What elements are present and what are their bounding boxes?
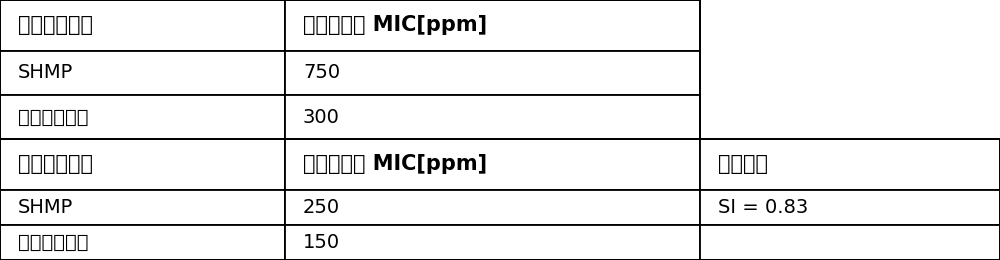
Bar [0, 0, 285, 51]
Text: 协同指数: 协同指数 [718, 154, 768, 174]
Bar [285, 190, 700, 225]
Text: 活性成分组合: 活性成分组合 [18, 154, 93, 174]
Bar [0, 190, 285, 225]
Text: 250: 250 [303, 198, 340, 217]
Bar [0, 51, 285, 95]
Bar [0, 139, 1000, 260]
Text: 单独活性成分: 单独活性成分 [18, 15, 93, 35]
Text: 150: 150 [303, 233, 340, 252]
Bar [285, 139, 700, 190]
Bar [285, 0, 700, 51]
Text: 一周之后的 MIC[ppm]: 一周之后的 MIC[ppm] [303, 15, 487, 35]
Text: 二碳酸二甲酯: 二碳酸二甲酯 [18, 233, 88, 252]
Bar [285, 51, 700, 95]
Bar [700, 190, 1000, 225]
Text: SHMP: SHMP [18, 198, 73, 217]
Bar [0, 139, 285, 190]
Bar [700, 139, 1000, 190]
Text: SHMP: SHMP [18, 63, 73, 82]
Text: 300: 300 [303, 107, 340, 127]
Bar [0, 0, 700, 139]
Bar [0, 95, 285, 139]
Text: 二碳酸二甲酯: 二碳酸二甲酯 [18, 107, 88, 127]
Text: SI = 0.83: SI = 0.83 [718, 198, 808, 217]
Bar [700, 225, 1000, 260]
Bar [285, 225, 700, 260]
Bar [285, 95, 700, 139]
Text: 750: 750 [303, 63, 340, 82]
Text: 一周之后的 MIC[ppm]: 一周之后的 MIC[ppm] [303, 154, 487, 174]
Bar [0, 225, 285, 260]
